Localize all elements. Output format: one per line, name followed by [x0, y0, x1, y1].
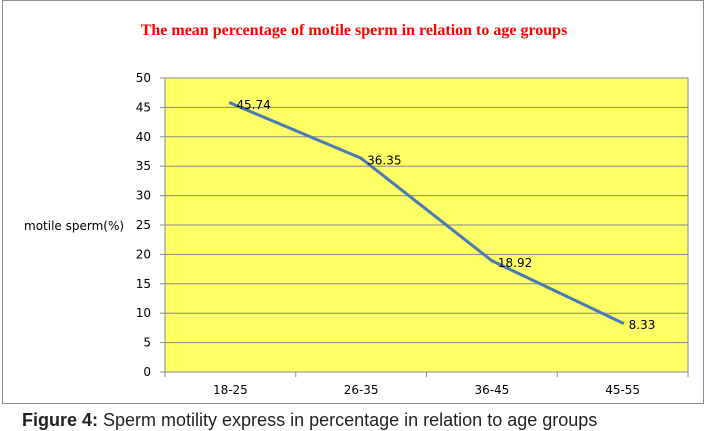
data-label: 18.92 [498, 256, 532, 270]
data-label: 45.74 [236, 98, 270, 112]
y-tick-label: 20 [136, 247, 151, 261]
y-tick-label: 45 [136, 100, 151, 114]
chart-title: The mean percentage of motile sperm in r… [140, 22, 568, 39]
x-tick-label: 36-45 [474, 383, 509, 397]
y-tick-label: 25 [136, 218, 151, 232]
y-axis-label: motile sperm(%) [24, 219, 124, 233]
x-tick-label: 18-25 [213, 383, 248, 397]
figure-caption: Figure 4: Sperm motility express in perc… [22, 410, 597, 431]
series-line [228, 101, 625, 325]
caption-lead: Figure 4: [22, 410, 99, 430]
y-tick-label: 40 [136, 130, 151, 144]
line-chart: 0 5 10 15 20 25 30 35 40 45 50 18-25 26-35 36-45 45-55… [24, 71, 689, 397]
data-point [228, 101, 232, 105]
data-label: 36.35 [367, 153, 401, 167]
data-point [359, 156, 363, 160]
caption-text: Sperm motility express in percentage in … [98, 410, 598, 430]
y-tick-label: 30 [136, 189, 151, 203]
y-tick-label: 50 [136, 71, 151, 85]
y-tick-label: 5 [143, 336, 151, 350]
x-tick-label: 45-55 [605, 383, 640, 397]
data-point [621, 321, 625, 325]
y-tick-label: 0 [143, 365, 151, 379]
x-tick-label: 26-35 [344, 383, 379, 397]
data-point [490, 259, 494, 263]
y-tick-label: 10 [136, 306, 151, 320]
y-tick-label: 35 [136, 159, 151, 173]
data-label: 8.33 [629, 318, 656, 332]
y-tick-label: 15 [136, 277, 151, 291]
